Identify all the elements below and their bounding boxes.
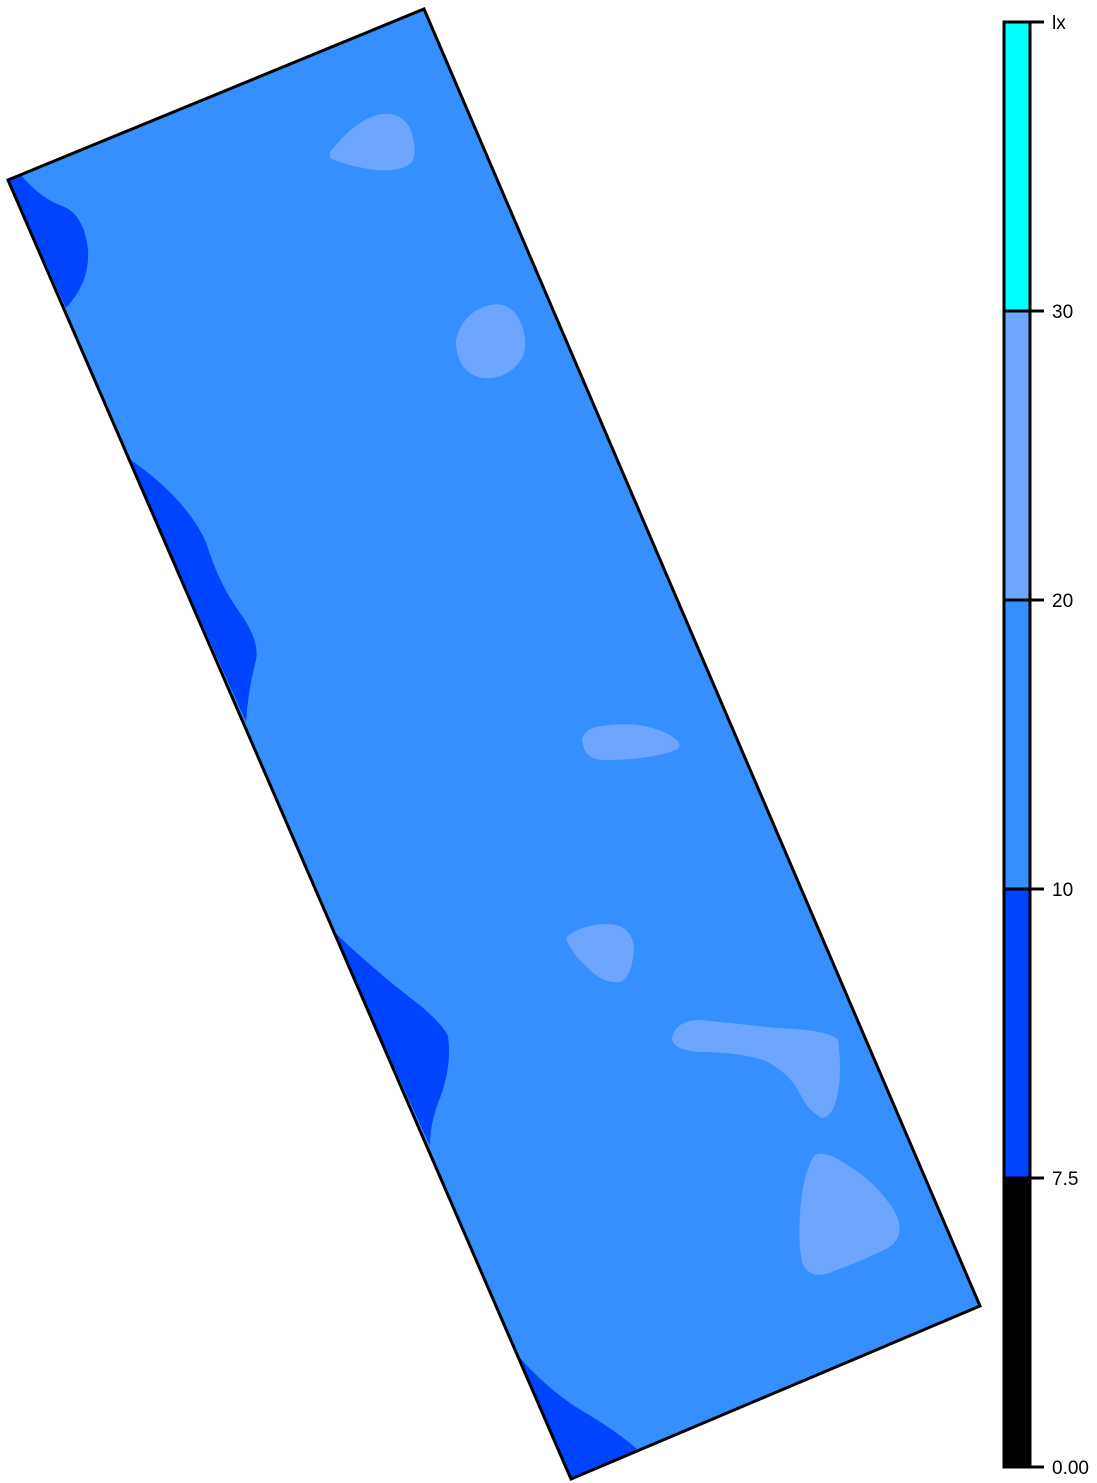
legend-tick-label: 20 (1052, 591, 1073, 612)
legend-unit-label: lx (1052, 13, 1066, 34)
low-zone-2 (128, 458, 257, 722)
high-zone-1 (330, 113, 415, 171)
legend-band-0 (1004, 1178, 1030, 1467)
high-zone-4 (566, 924, 634, 983)
high-zone-3 (582, 724, 680, 760)
legend-tick-label: 10 (1052, 880, 1073, 901)
high-zone-6 (799, 1153, 900, 1275)
legend-band-1 (1004, 889, 1030, 1178)
room-area (8, 9, 980, 1479)
legend-tick-label: 0.00 (1052, 1458, 1089, 1479)
low-zone-1 (8, 174, 89, 308)
high-zone-5 (672, 1020, 840, 1118)
high-zone-2 (456, 304, 526, 379)
legend-tick-label: 7.5 (1052, 1169, 1078, 1190)
legend-band-2 (1004, 600, 1030, 889)
low-zone-4 (520, 1358, 638, 1479)
floor-plan (6, 7, 982, 1481)
room-outline (6, 7, 982, 1481)
color-legend: 0.00 7.5 10 20 30 lx (1002, 13, 1089, 1479)
legend-band-4 (1004, 22, 1030, 311)
legend-band-3 (1004, 311, 1030, 600)
low-zone-3 (332, 930, 449, 1146)
legend-tick-label: 30 (1052, 302, 1073, 323)
